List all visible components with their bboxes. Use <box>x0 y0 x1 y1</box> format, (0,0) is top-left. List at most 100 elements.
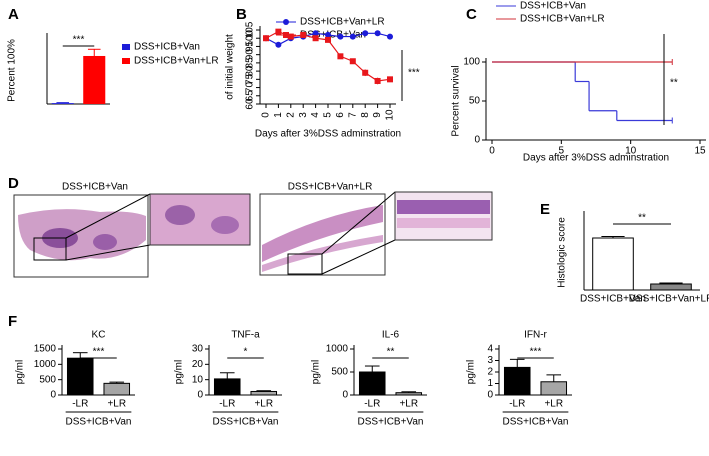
tissue <box>165 205 195 225</box>
bar <box>66 357 94 396</box>
x-tick-label: 10 <box>625 146 637 157</box>
x-tick-label: 5 <box>323 112 334 118</box>
bar <box>83 55 106 104</box>
y-tick-label: 50 <box>469 96 481 107</box>
chart-title: TNF-a <box>231 330 260 341</box>
y-axis-label: Histologic score <box>557 217 568 288</box>
group-label: DSS+ICB+Van <box>358 417 424 428</box>
marker <box>312 35 319 42</box>
tissue <box>262 205 383 262</box>
marker <box>387 76 393 83</box>
marker <box>349 33 356 40</box>
y-tick-label: 85 <box>245 57 256 69</box>
y-axis-label: Percent survival <box>451 65 462 136</box>
marker <box>362 30 369 37</box>
x-tick-label: DSS+ICB+Van <box>580 294 646 305</box>
x-tick-label: 7 <box>347 112 358 118</box>
y-tick-label: 100 <box>463 57 480 68</box>
significance-label: ** <box>638 213 646 224</box>
group-label: DSS+ICB+Van <box>66 417 132 428</box>
y-tick-label: 65 <box>245 90 256 102</box>
x-tick-label: 1 <box>273 112 284 118</box>
marker <box>263 35 269 42</box>
tissue <box>211 216 239 234</box>
significance-label: ** <box>387 347 395 358</box>
y-tick-label: 75 <box>245 73 256 85</box>
x-tick-label: 10 <box>385 109 396 121</box>
marker <box>287 33 294 40</box>
bar <box>650 283 692 291</box>
panel-letter: D <box>8 175 19 192</box>
y-tick-label: 0 <box>342 390 348 401</box>
image-title: DSS+ICB+Van+LR <box>288 182 373 193</box>
marker <box>300 31 307 38</box>
x-tick-label: 8 <box>360 112 371 118</box>
x-tick-label: 5 <box>559 146 565 157</box>
panel-d: D DSS+ICB+Van DSS+ICB+Van+LR <box>8 175 493 278</box>
x-tick-label: -LR <box>72 399 88 410</box>
y-tick-label: 4 <box>487 344 493 355</box>
bar <box>395 392 423 396</box>
y-tick-label: 1000 <box>326 344 349 355</box>
bar <box>213 378 241 396</box>
y-tick-label: 0 <box>50 390 56 401</box>
y-tick-label: 100 <box>245 29 256 46</box>
x-tick-label: +LR <box>107 399 126 410</box>
chart-title: KC <box>92 330 106 341</box>
panel-letter: F <box>8 313 17 330</box>
y-tick-label: 3 <box>487 355 493 366</box>
x-tick-label: DSS+ICB+Van+LR <box>629 294 709 305</box>
y-tick-label: 95 <box>245 40 256 52</box>
y-tick-label: 105 <box>245 21 256 38</box>
zoom-line <box>321 239 396 275</box>
legend-swatch <box>122 44 130 50</box>
y-axis-label: pg/ml <box>15 360 26 384</box>
x-tick-label: 2 <box>285 112 296 118</box>
x-tick-label: -LR <box>219 399 235 410</box>
marker <box>325 36 331 43</box>
legend-label: DSS+ICB+Van+LR <box>134 56 219 67</box>
x-tick-label: 0 <box>261 112 272 118</box>
zoom-line <box>65 244 151 261</box>
significance-label: *** <box>408 68 420 79</box>
y-axis-label: Percent 100% <box>7 39 18 102</box>
marker <box>374 77 381 84</box>
zoom-line <box>321 191 396 255</box>
panel-letter: A <box>8 6 19 23</box>
y-tick-label: 0 <box>487 390 493 401</box>
legend-label: DSS+ICB+Van+LR <box>520 14 605 25</box>
y-tick-label: 10 <box>192 374 204 385</box>
zoom-line <box>65 193 151 239</box>
bar <box>250 390 278 396</box>
y-tick-label: 0 <box>474 135 480 146</box>
marker <box>312 30 319 37</box>
significance-label: * <box>244 347 248 358</box>
y-axis-label: pg/ml <box>311 360 322 384</box>
y-axis-label: pg/ml <box>174 360 185 384</box>
marker <box>374 30 381 37</box>
y-tick-label: 2 <box>487 367 493 378</box>
zoom-box <box>287 253 323 275</box>
x-tick-label: +LR <box>399 399 418 410</box>
legend-marker <box>283 19 289 25</box>
bar <box>51 103 74 104</box>
y-tick-label: 1 <box>487 378 493 389</box>
histology-zoom <box>394 191 493 241</box>
marker <box>275 28 282 35</box>
y-tick-label: 20 <box>192 359 204 370</box>
tissue <box>397 200 490 214</box>
group-label: DSS+ICB+Van <box>503 417 569 428</box>
bar <box>103 382 131 396</box>
tissue <box>18 209 146 261</box>
zoom-box <box>33 237 67 261</box>
legend-label: DSS+ICB+Van <box>520 1 586 12</box>
x-tick-label: 9 <box>372 112 383 118</box>
marker <box>362 69 369 76</box>
panel-letter: B <box>236 6 247 23</box>
x-tick-label: 6 <box>335 112 346 118</box>
bar <box>358 371 386 396</box>
bar <box>540 381 568 396</box>
panel-letter: E <box>540 201 550 218</box>
